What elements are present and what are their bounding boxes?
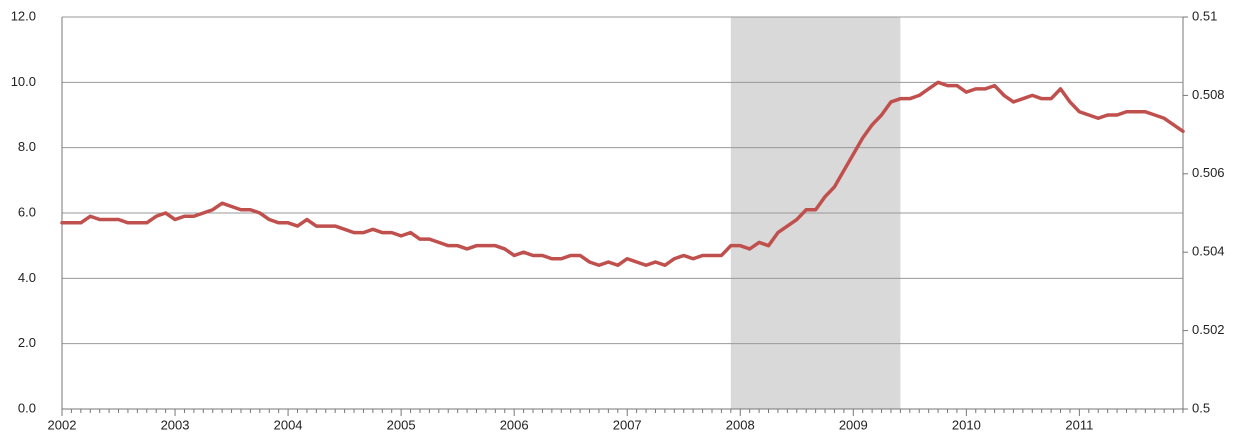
y-tick-label: 2.0 (18, 335, 36, 350)
y-tick-label: 10.0 (11, 74, 36, 89)
x-tick-label: 2005 (387, 417, 416, 432)
x-tick-label: 2010 (952, 417, 981, 432)
y-tick-label: 8.0 (18, 139, 36, 154)
line-series (60, 80, 1185, 268)
x-tick-label: 2007 (613, 417, 642, 432)
x-tick-label: 2003 (161, 417, 190, 432)
x-tick-label: 2006 (500, 417, 529, 432)
y-tick-label: 4.0 (18, 270, 36, 285)
y-tick-label: 6.0 (18, 204, 36, 219)
x-tick-label: 2002 (48, 417, 77, 432)
y2-tick-label: 0.5 (1192, 400, 1210, 415)
y-tick-label: 0.0 (18, 400, 36, 415)
y2-tick-label: 0.51 (1192, 8, 1217, 23)
y2-tick-label: 0.502 (1192, 322, 1225, 337)
x-tick-label: 2009 (839, 417, 868, 432)
y2-tick-label: 0.504 (1192, 244, 1225, 259)
x-tick-label: 2004 (274, 417, 303, 432)
x-tick-label: 2008 (726, 417, 755, 432)
x-tick-label: 2011 (1065, 417, 1093, 432)
y2-tick-label: 0.508 (1192, 87, 1225, 102)
y-tick-label: 12.0 (11, 8, 36, 23)
y2-tick-label: 0.506 (1192, 165, 1225, 180)
